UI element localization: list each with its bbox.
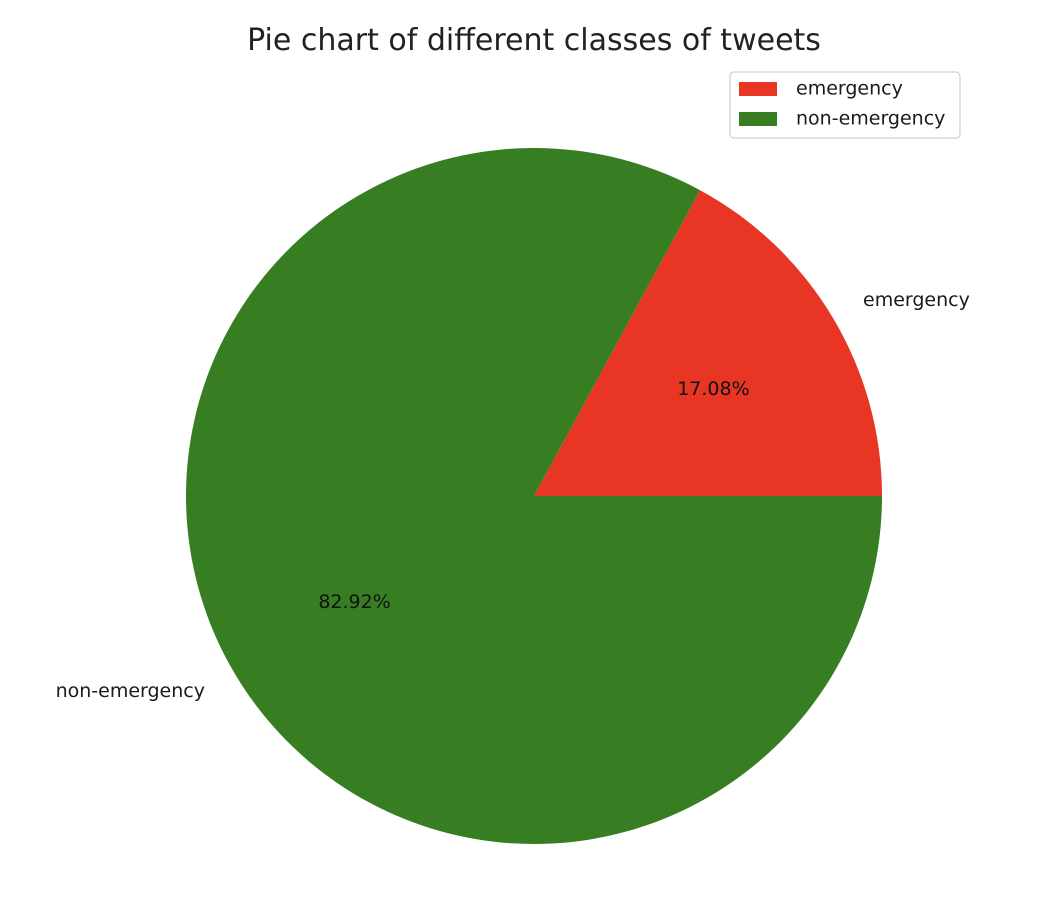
slice-labels: emergency non-emergency	[56, 289, 970, 702]
legend-swatch-emergency	[739, 82, 777, 96]
chart-title: Pie chart of different classes of tweets	[247, 23, 821, 58]
pie-slices	[186, 148, 883, 844]
slice-label-emergency: emergency	[863, 289, 970, 311]
legend-frame	[729, 71, 961, 139]
percent-label-non-emergency: 82.92%	[318, 591, 390, 613]
slice-label-non-emergency: non-emergency	[56, 680, 205, 702]
legend: emergency non-emergency	[729, 71, 961, 139]
percent-label-emergency: 17.08%	[677, 378, 749, 400]
pie-slice-emergency	[534, 190, 882, 497]
legend-items: emergency non-emergency	[739, 78, 945, 130]
legend-swatch-non-emergency	[739, 112, 777, 126]
legend-label-emergency: emergency	[796, 78, 903, 100]
legend-label-non-emergency: non-emergency	[796, 108, 945, 130]
percent-labels: 17.08% 82.92%	[318, 378, 749, 613]
pie-slice-non-emergency	[186, 148, 883, 844]
